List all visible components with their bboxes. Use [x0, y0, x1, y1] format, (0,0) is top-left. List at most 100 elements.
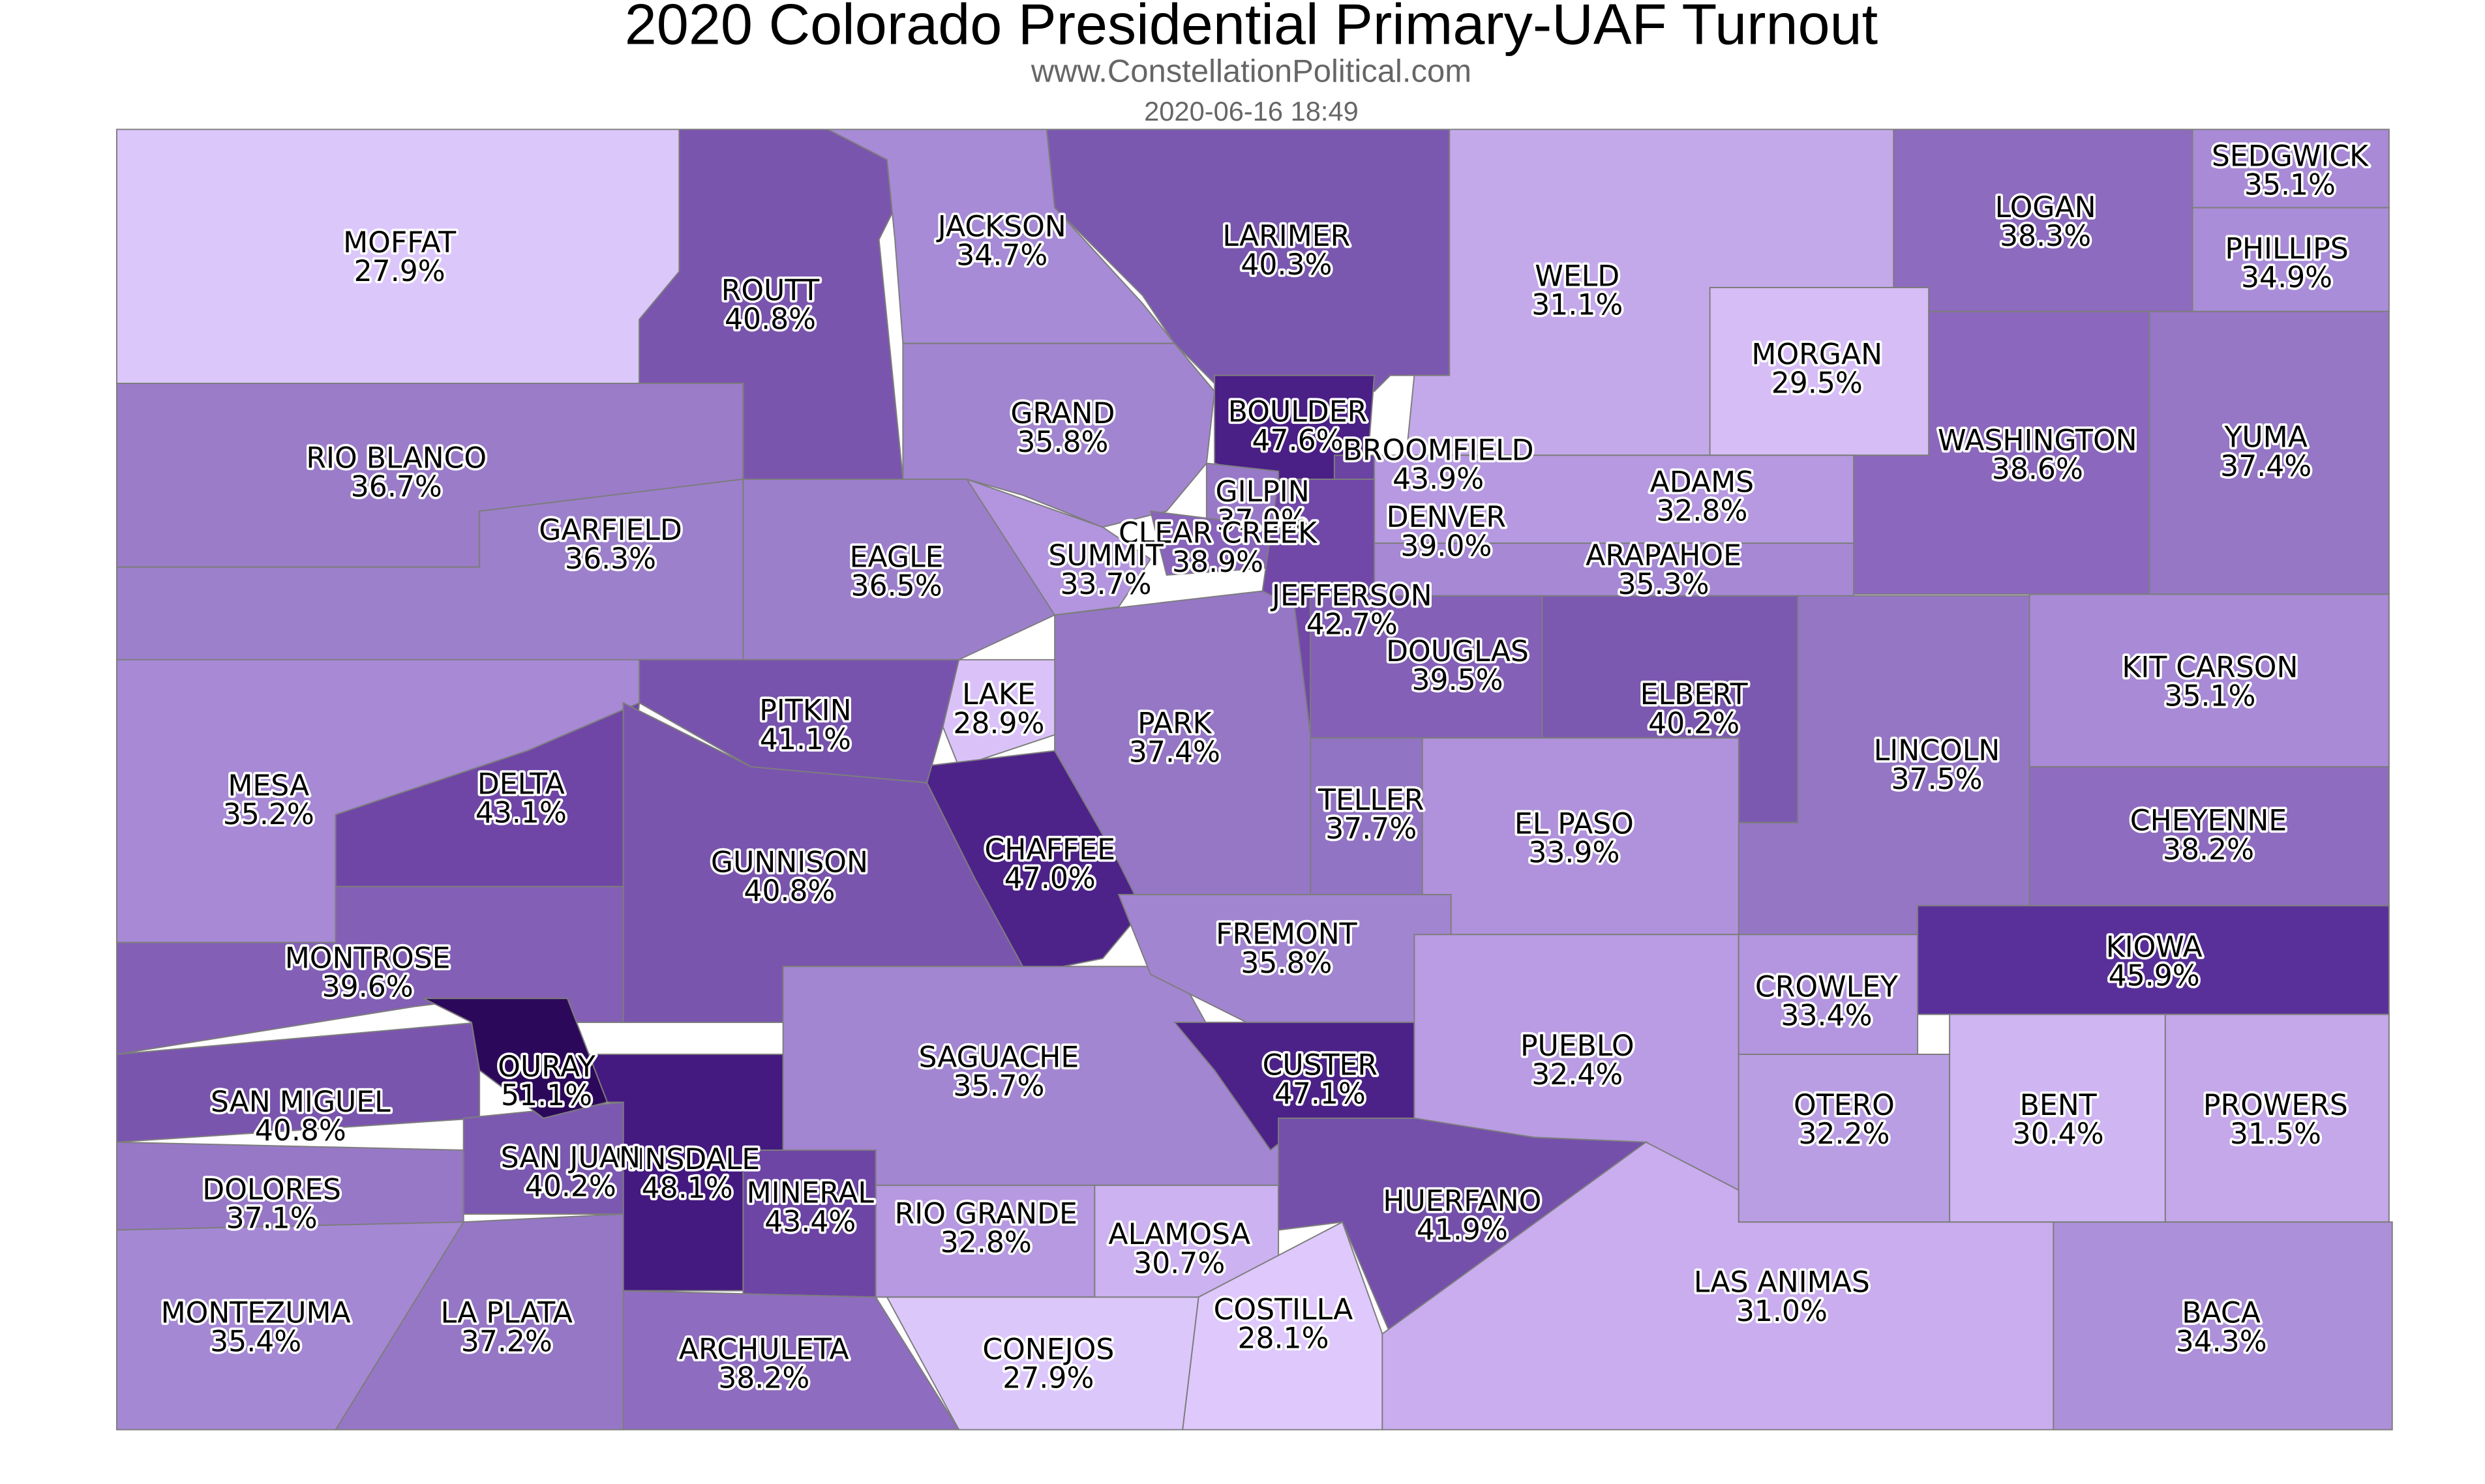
- county-shape: [886, 1296, 1199, 1431]
- county-turnout: 33.9%: [1528, 837, 1619, 870]
- county-name: OTERO: [1794, 1089, 1895, 1122]
- county-name: COSTILLA: [1214, 1293, 1353, 1326]
- county-name: BACA: [2182, 1296, 2261, 1329]
- county-turnout: 35.2%: [223, 798, 314, 831]
- county-name: HINSDALE: [614, 1143, 760, 1176]
- county-turnout: 47.0%: [1004, 862, 1096, 895]
- county-turnout: 37.4%: [1129, 735, 1220, 769]
- county-turnout: 34.9%: [2241, 261, 2332, 295]
- county-turnout: 37.2%: [461, 1325, 552, 1358]
- county-name: RIO GRANDE: [895, 1197, 1077, 1230]
- county-turnout: 47.1%: [1274, 1078, 1366, 1111]
- county-turnout: 43.9%: [1393, 462, 1484, 496]
- county-turnout: 40.8%: [744, 875, 835, 908]
- county-name: WELD: [1535, 260, 1619, 293]
- county-name: DOUGLAS: [1386, 635, 1529, 668]
- county-name: DOLORES: [202, 1174, 341, 1207]
- county-name: MESA: [228, 769, 309, 803]
- county-turnout: 39.6%: [322, 971, 414, 1004]
- county-turnout: 39.5%: [1412, 664, 1503, 697]
- county-name: YUMA: [2224, 421, 2308, 454]
- county-turnout: 40.3%: [1241, 248, 1332, 282]
- county-turnout: 40.2%: [525, 1170, 616, 1204]
- county-name: EAGLE: [850, 541, 944, 574]
- county-name: CHAFFEE: [985, 833, 1115, 867]
- county-turnout: 35.3%: [1618, 568, 1709, 601]
- county-name: MINERAL: [747, 1177, 875, 1210]
- county-name: ROUTT: [721, 274, 821, 307]
- county-layer: [116, 128, 2393, 1431]
- county-turnout: 30.4%: [2013, 1118, 2104, 1151]
- county-name: SAGUACHE: [919, 1041, 1079, 1074]
- subtitle: www.ConstellationPolitical.com: [1031, 54, 1471, 89]
- county-name: EL PASO: [1514, 808, 1634, 841]
- county-turnout: 34.7%: [956, 239, 1047, 272]
- county-name: LOGAN: [1995, 191, 2096, 224]
- county-name: LARIMER: [1222, 220, 1350, 253]
- county-turnout: 32.2%: [1798, 1118, 1890, 1151]
- county-turnout: 36.3%: [565, 542, 656, 576]
- county-turnout: 28.1%: [1237, 1322, 1329, 1356]
- county-turnout: 35.8%: [1017, 426, 1108, 459]
- timestamp: 2020-06-16 18:49: [1144, 96, 1359, 126]
- county-name: MONTROSE: [285, 942, 451, 975]
- county-name: LAS ANIMAS: [1694, 1266, 1870, 1299]
- county-name: DENVER: [1387, 501, 1506, 534]
- county-turnout: 40.8%: [255, 1114, 346, 1148]
- county-name: ARAPAHOE: [1586, 539, 1741, 572]
- county-turnout: 47.6%: [1252, 424, 1344, 458]
- county-name: JEFFERSON: [1270, 579, 1432, 612]
- county-name: CROWLEY: [1755, 971, 1899, 1004]
- county-turnout: 37.1%: [226, 1202, 318, 1236]
- county-shape: [334, 1213, 624, 1431]
- map-title: 2020 Colorado Presidential Primary-UAF T…: [625, 0, 1878, 56]
- county-name: SUMMIT: [1048, 539, 1164, 572]
- county-name: CUSTER: [1263, 1049, 1378, 1082]
- county-name: PARK: [1137, 707, 1212, 740]
- county-name: CLEAR CREEK: [1119, 517, 1318, 550]
- county-name: PROWERS: [2203, 1089, 2348, 1122]
- county-turnout: 27.9%: [354, 255, 445, 288]
- county-name: ELBERT: [1640, 678, 1749, 711]
- county-name: WASHINGTON: [1938, 424, 2137, 458]
- county-turnout: 48.1%: [642, 1172, 733, 1205]
- county-name: CONEJOS: [982, 1333, 1114, 1367]
- county-turnout: 41.9%: [1417, 1213, 1508, 1247]
- county-turnout: 30.7%: [1134, 1247, 1225, 1280]
- county-name: FREMONT: [1216, 918, 1358, 951]
- county-name: KIT CARSON: [2122, 651, 2298, 685]
- county-name: BROOMFIELD: [1343, 434, 1534, 467]
- county-name: SAN MIGUEL: [211, 1086, 391, 1119]
- county-turnout: 37.5%: [1891, 763, 1982, 796]
- county-turnout: 34.3%: [2176, 1325, 2267, 1358]
- label-layer: MOFFAT27.9%ROUTT40.8%JACKSON34.7%LARIMER…: [158, 138, 2372, 1398]
- county-name: PUEBLO: [1520, 1030, 1634, 1063]
- county-name: LINCOLN: [1874, 734, 2000, 767]
- county-name: MORGAN: [1751, 338, 1882, 371]
- county-turnout: 28.9%: [953, 707, 1044, 740]
- county-turnout: 45.9%: [2109, 959, 2200, 992]
- county-shape: [965, 478, 1152, 616]
- county-turnout: 37.0%: [1217, 504, 1308, 537]
- county-turnout: 32.4%: [1531, 1058, 1623, 1091]
- county-turnout: 36.7%: [351, 471, 442, 504]
- county-name: ALAMOSA: [1108, 1218, 1250, 1251]
- county-turnout: 36.5%: [851, 570, 942, 603]
- county-turnout: 35.1%: [2164, 680, 2255, 713]
- county-turnout: 41.1%: [760, 723, 851, 756]
- county-turnout: 43.1%: [475, 796, 567, 829]
- county-name: JACKSON: [936, 210, 1066, 243]
- county-name: ARCHULETA: [679, 1333, 849, 1367]
- county-shape: [1381, 1141, 2055, 1431]
- county-turnout: 31.5%: [2230, 1118, 2321, 1151]
- county-turnout: 31.1%: [1531, 288, 1623, 321]
- county-name: GRAND: [1010, 397, 1115, 430]
- county-turnout: 38.2%: [718, 1362, 809, 1395]
- county-turnout: 31.0%: [1736, 1295, 1828, 1328]
- county-name: RIO BLANCO: [306, 442, 487, 475]
- county-turnout: 37.4%: [2220, 450, 2312, 483]
- county-shape: [2053, 1221, 2393, 1431]
- county-name: TELLER: [1318, 784, 1424, 817]
